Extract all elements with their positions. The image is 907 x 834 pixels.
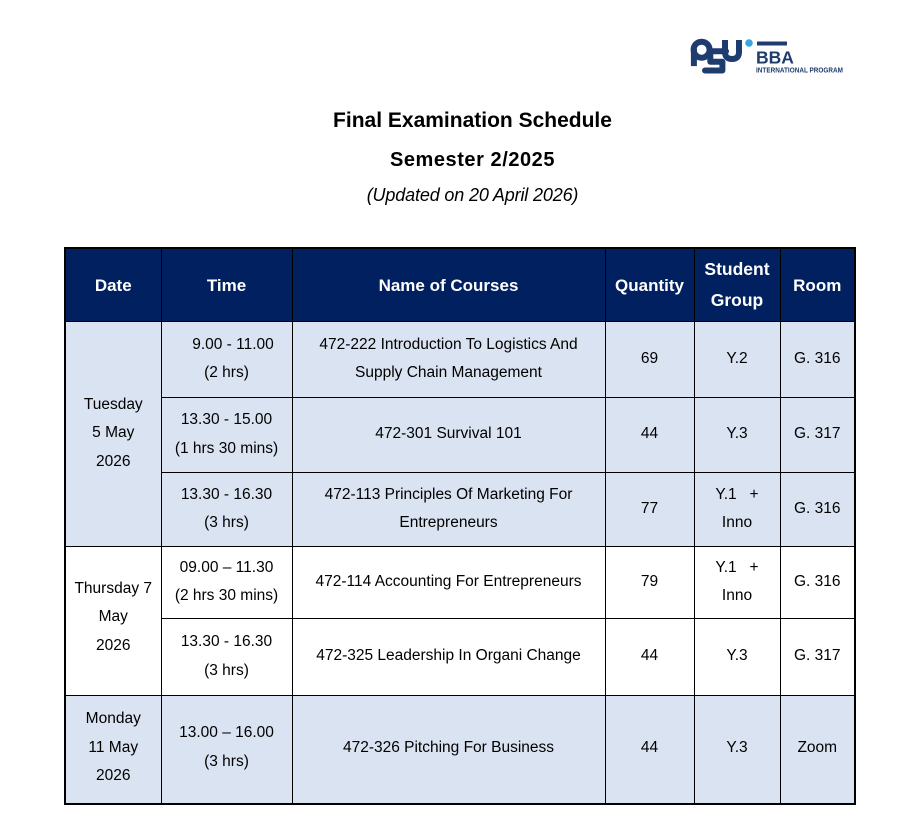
svg-text:INTERNATIONAL PROGRAM: INTERNATIONAL PROGRAM: [756, 65, 843, 74]
svg-text:BBA: BBA: [756, 47, 794, 67]
